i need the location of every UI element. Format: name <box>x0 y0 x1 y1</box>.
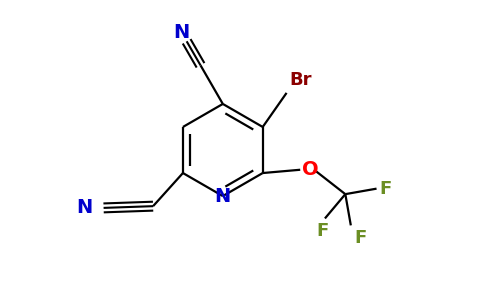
Text: Br: Br <box>289 71 312 89</box>
Text: N: N <box>76 198 92 218</box>
Text: F: F <box>317 222 329 240</box>
Text: F: F <box>379 180 392 198</box>
Text: O: O <box>302 160 319 179</box>
Text: N: N <box>215 187 231 206</box>
Text: N: N <box>174 23 190 42</box>
Text: F: F <box>355 229 367 247</box>
